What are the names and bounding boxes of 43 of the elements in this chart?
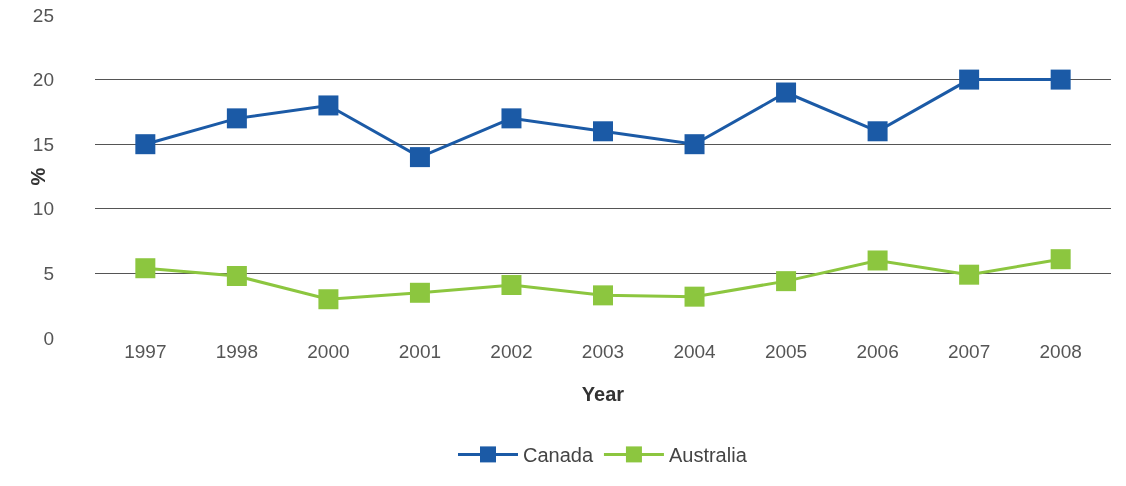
y-axis-title: % (27, 167, 49, 186)
x-tick-label: 2008 (1039, 341, 1082, 362)
x-tick-label: 2007 (947, 341, 991, 362)
point (776, 82, 797, 103)
point (959, 264, 980, 285)
x-tick-label: 2002 (490, 341, 533, 362)
point (501, 108, 522, 129)
x-tick-label: 2006 (856, 341, 899, 362)
legend-label: Canada (523, 444, 594, 467)
point (226, 265, 247, 286)
point (501, 275, 522, 296)
y-tick-label: 0 (43, 327, 54, 349)
x-tick-label: 2001 (398, 341, 442, 362)
x-tick-label: 2000 (307, 341, 350, 362)
point (593, 285, 613, 306)
point (593, 121, 613, 142)
point (1050, 249, 1071, 270)
point (776, 271, 797, 292)
point (959, 69, 980, 90)
y-tick-label: 15 (32, 133, 54, 155)
point (135, 258, 156, 279)
y-tick-label: 10 (32, 198, 54, 220)
x-tick-label: 1997 (124, 341, 167, 362)
point (409, 282, 430, 303)
x-tick-label: 2004 (673, 341, 717, 362)
point (684, 134, 705, 155)
x-axis-title: Year (581, 382, 625, 405)
x-tick-label: 1998 (215, 341, 259, 362)
point (867, 250, 888, 271)
point (135, 134, 156, 155)
y-tick-label: 20 (32, 69, 54, 91)
y-tick-label: 25 (32, 4, 54, 26)
x-tick-label: 2003 (581, 341, 625, 362)
point (226, 108, 247, 129)
point (867, 121, 888, 142)
x-tick-label: 2005 (764, 341, 808, 362)
point (1050, 69, 1071, 90)
point (409, 147, 430, 168)
point (318, 95, 339, 116)
point (684, 286, 705, 307)
point (318, 289, 339, 310)
legend-label: Australia (668, 444, 748, 467)
y-tick-label: 5 (43, 263, 54, 285)
